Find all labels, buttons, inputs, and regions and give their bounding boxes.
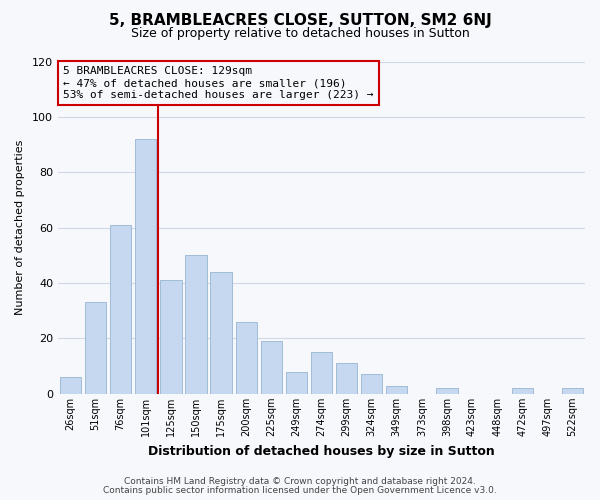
Y-axis label: Number of detached properties: Number of detached properties [15,140,25,316]
Text: Contains HM Land Registry data © Crown copyright and database right 2024.: Contains HM Land Registry data © Crown c… [124,477,476,486]
Bar [60,378,81,394]
X-axis label: Distribution of detached houses by size in Sutton: Distribution of detached houses by size … [148,444,495,458]
Text: Size of property relative to detached houses in Sutton: Size of property relative to detached ho… [131,28,469,40]
Bar [85,302,106,394]
Bar [286,372,307,394]
Bar [211,272,232,394]
Bar [260,342,282,394]
Bar [512,388,533,394]
Text: 5, BRAMBLEACRES CLOSE, SUTTON, SM2 6NJ: 5, BRAMBLEACRES CLOSE, SUTTON, SM2 6NJ [109,12,491,28]
Text: Contains public sector information licensed under the Open Government Licence v3: Contains public sector information licen… [103,486,497,495]
Bar [185,256,206,394]
Bar [160,280,182,394]
Bar [110,225,131,394]
Bar [135,139,157,394]
Bar [386,386,407,394]
Bar [236,322,257,394]
Bar [361,374,382,394]
Text: 5 BRAMBLEACRES CLOSE: 129sqm
← 47% of detached houses are smaller (196)
53% of s: 5 BRAMBLEACRES CLOSE: 129sqm ← 47% of de… [63,66,374,100]
Bar [562,388,583,394]
Bar [336,364,357,394]
Bar [436,388,458,394]
Bar [311,352,332,394]
